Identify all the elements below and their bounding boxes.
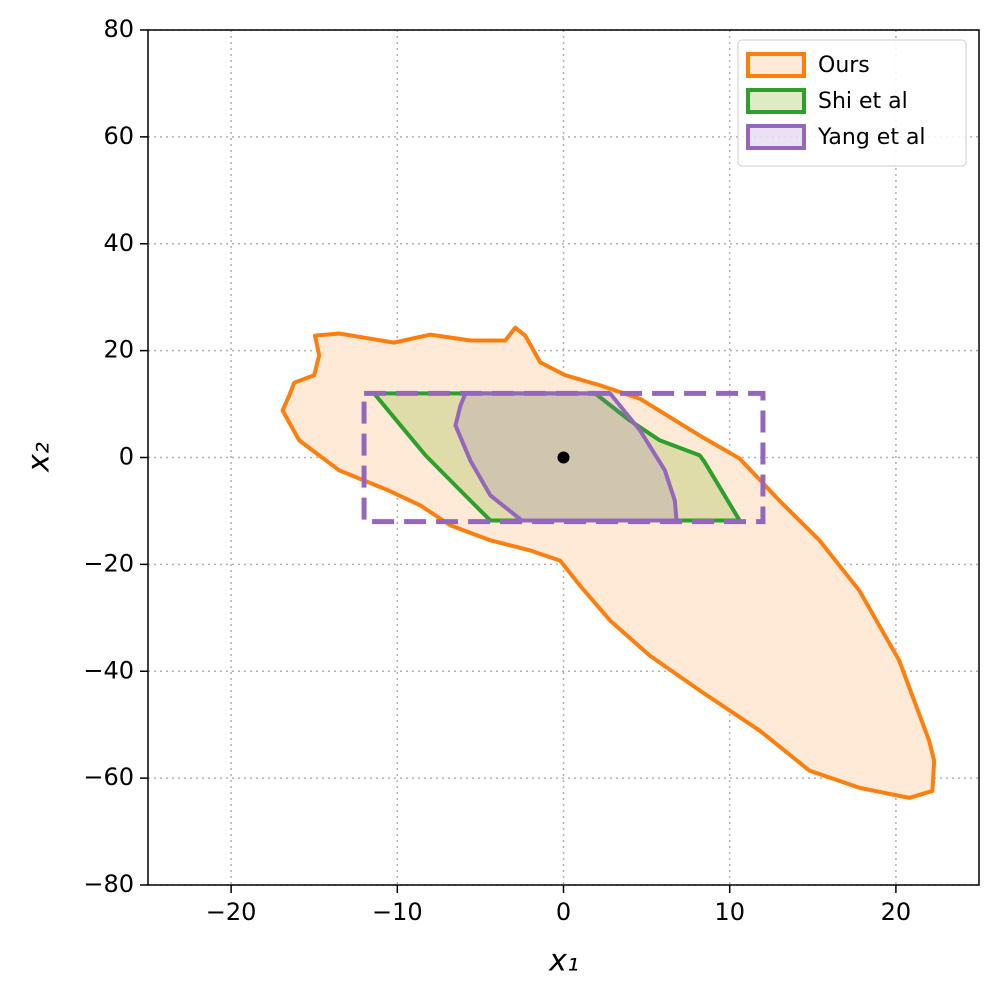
region	[372, 391, 742, 523]
legend-label: Yang et al	[817, 125, 926, 150]
y-tick-label: 60	[103, 122, 134, 150]
region	[280, 325, 937, 800]
y-tick-label: −20	[83, 549, 134, 577]
legend-label: Ours	[818, 53, 870, 78]
point	[557, 451, 570, 464]
y-tick-label: −60	[83, 763, 134, 791]
y-tick-label: 40	[103, 229, 134, 257]
legend-swatch	[746, 52, 806, 78]
x-tick-label: 10	[714, 898, 745, 926]
plot-frame	[147, 29, 980, 886]
y-tick-label: 80	[103, 15, 134, 43]
x-tick-label: 20	[881, 898, 912, 926]
legend-label: Shi et al	[818, 89, 908, 114]
x-tick-label: −20	[206, 898, 257, 926]
legend-swatch	[746, 124, 806, 150]
box	[361, 390, 766, 525]
y-tick-label: 0	[119, 443, 134, 471]
x-axis-label: x₁	[548, 944, 579, 979]
y-tick-label: 20	[103, 336, 134, 364]
x-tick-label: 0	[556, 898, 571, 926]
y-axis-label: x₂	[22, 442, 57, 473]
x-tick-label: −10	[372, 898, 423, 926]
y-tick-label: −80	[83, 870, 134, 898]
legend-swatch	[746, 88, 806, 114]
y-tick-label: −40	[83, 656, 134, 684]
